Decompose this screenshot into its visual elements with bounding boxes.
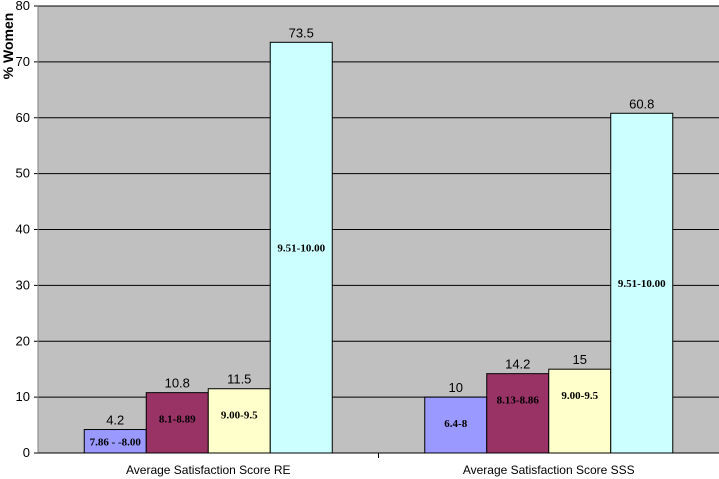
bar [424,396,488,454]
y-tick-label: 30 [16,277,30,292]
x-axis-categories: Average Satisfaction Score RE Average Sat… [126,453,635,477]
bar-value-label: 60.8 [629,96,654,111]
bar-value-label: 4.2 [106,413,124,428]
y-tick-label: 80 [16,0,30,13]
bar [610,112,674,454]
bar-range-label: 9.00-9.5 [221,410,258,422]
bar-range-label: 9.00-9.5 [561,390,598,402]
x-category-label: Average Satisfaction Score SSS [463,463,635,477]
bar-range-label: 9.51-10.00 [277,243,325,255]
y-tick-label: 0 [23,445,30,460]
y-tick-label: 40 [16,222,30,237]
bar-value-label: 73.5 [289,25,314,40]
data-labels: 4.2 7.86 - -8.00 10.8 8.1-8.89 11.5 9.00-9.5 7… [90,25,666,448]
bar [207,388,271,454]
bar-value-label: 14.2 [505,357,530,372]
bar [548,368,612,454]
y-tick-label: 70 [16,54,30,69]
bar-range-label: 8.13-8.86 [497,395,540,407]
bar [486,373,550,454]
y-tick-label: 60 [16,110,30,125]
y-axis-ticks: 0 10 20 30 40 50 60 70 80 [16,0,38,460]
bar-range-label: 9.51-10.00 [618,278,666,290]
bar [269,41,333,454]
y-tick-label: 50 [16,166,30,181]
y-axis-label: % Women [0,13,16,80]
bar-value-label: 10.8 [165,376,190,391]
bar-value-label: 11.5 [227,372,251,387]
y-tick-label: 10 [16,389,30,404]
bar-range-label: 7.86 - -8.00 [90,436,142,448]
y-tick-label: 20 [16,333,30,348]
bar-value-label: 10 [449,380,463,395]
x-category-label: Average Satisfaction Score RE [126,463,291,477]
bar-range-label: 6.4-8 [444,418,467,430]
bars [83,41,674,454]
bar-range-label: 8.1-8.89 [159,414,196,426]
bar-value-label: 15 [573,352,587,367]
bar [145,392,209,454]
